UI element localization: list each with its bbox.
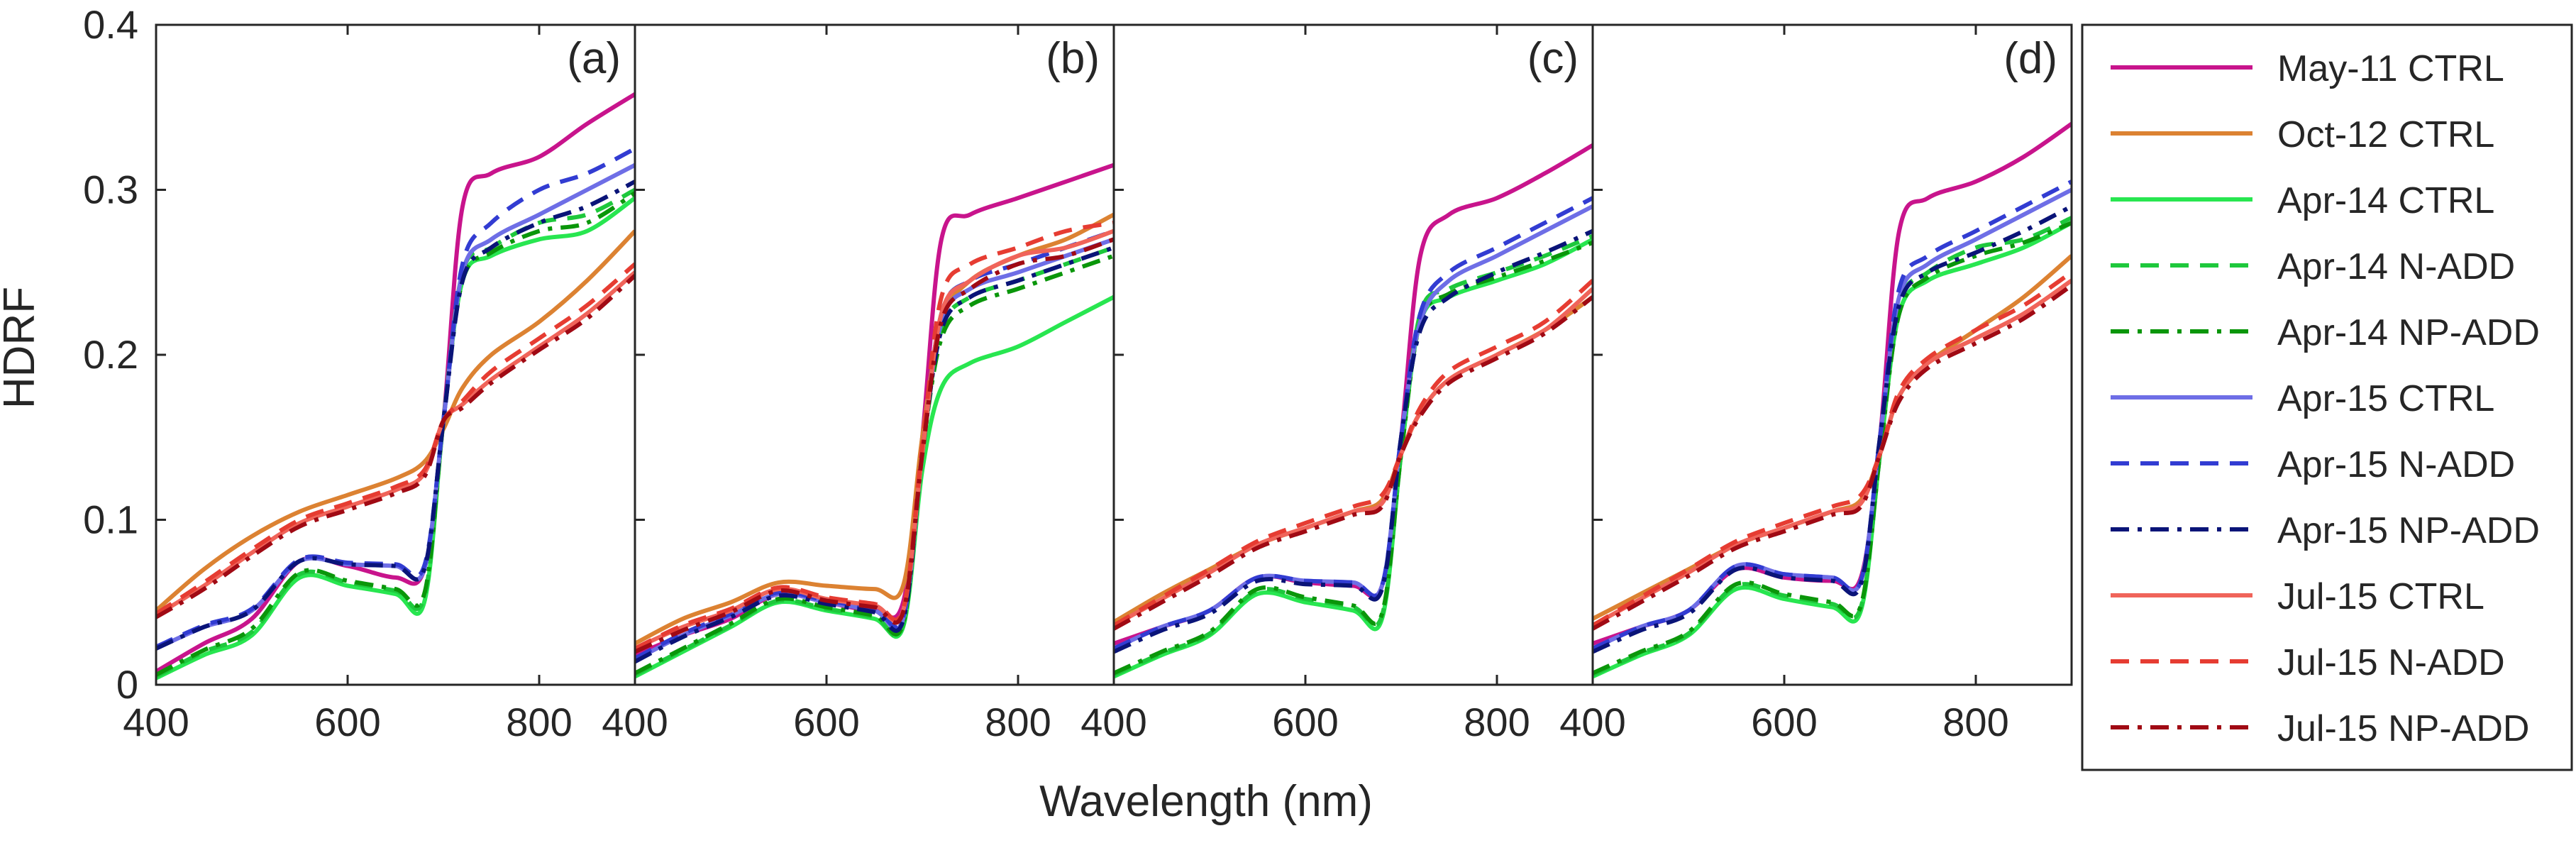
legend-item-jul-15-ctrl: Jul-15 CTRL — [2111, 576, 2484, 617]
panel-frame — [634, 23, 1115, 686]
legend-item-may-11-ctrl: May-11 CTRL — [2111, 48, 2504, 89]
series-line-apr-15-np-add — [1114, 228, 1593, 654]
series-line-apr-14-ctrl — [1114, 237, 1593, 679]
series-line-apr-15-n-add — [156, 146, 635, 649]
x-axis-title: Wavelength (nm) — [1039, 777, 1373, 826]
panel-frame — [155, 23, 636, 686]
panel-d: 400 600 800 (d) — [1559, 23, 2073, 744]
x-tick-label: 400 — [1080, 700, 1146, 744]
series-line-jul-15-n-add — [156, 262, 635, 616]
panel-c: 400 600 800 (c) — [1080, 23, 1594, 744]
x-tick-label: 600 — [314, 700, 380, 744]
series-line-apr-15-n-add — [1114, 196, 1593, 651]
panel-b: 400 600 800 (b) — [602, 23, 1115, 744]
series-line-may-11-ctrl — [1593, 122, 2072, 646]
y-tick-label: 0.1 — [83, 497, 138, 542]
legend-label: Apr-14 NP-ADD — [2277, 312, 2540, 353]
series-line-apr-15-np-add — [156, 180, 635, 651]
series-group — [156, 92, 635, 681]
legend-item-apr-14-n-add: Apr-14 N-ADD — [2111, 246, 2515, 287]
x-tick-label: 600 — [1272, 700, 1338, 744]
x-tick-label: 800 — [1464, 700, 1530, 744]
series-line-jul-15-np-add — [156, 274, 635, 619]
series-line-jul-15-ctrl — [1593, 278, 2072, 627]
x-tick-label: 600 — [793, 700, 859, 744]
legend-item-apr-14-ctrl: Apr-14 CTRL — [2111, 180, 2494, 221]
series-line-apr-14-ctrl — [156, 196, 635, 681]
y-tick-label: 0.3 — [83, 167, 138, 212]
x-tick-label: 600 — [1751, 700, 1817, 744]
legend-item-apr-15-np-add: Apr-15 NP-ADD — [2111, 510, 2540, 551]
legend-label: Jul-15 CTRL — [2277, 576, 2484, 617]
legend-item-apr-15-ctrl: Apr-15 CTRL — [2111, 378, 2494, 419]
y-axis-title: HDRF — [0, 287, 44, 409]
legend-label: May-11 CTRL — [2277, 48, 2504, 89]
series-line-may-11-ctrl — [1114, 143, 1593, 646]
panel-label: (b) — [1046, 34, 1100, 83]
legend: May-11 CTRL Oct-12 CTRL Apr-14 CTRL Apr-14 … — [2081, 23, 2573, 771]
y-tick-label: 0.4 — [83, 2, 138, 47]
series-line-jul-15-n-add — [635, 221, 1114, 651]
series-line-jul-15-np-add — [1114, 295, 1593, 631]
series-line-apr-15-np-add — [635, 246, 1114, 664]
x-tick-label: 400 — [123, 700, 189, 744]
series-line-jul-15-np-add — [1593, 283, 2072, 631]
legend-item-jul-15-n-add: Jul-15 N-ADD — [2111, 642, 2505, 683]
y-tick-label: 0.2 — [83, 332, 138, 377]
legend-item-jul-15-np-add: Jul-15 NP-ADD — [2111, 708, 2529, 749]
legend-label: Jul-15 NP-ADD — [2277, 708, 2529, 749]
panels-layer: 400 600 800 (a) 400 600 800 (b) 400 600 800 (c) 400 6… — [123, 23, 2073, 744]
series-line-jul-15-n-add — [1114, 279, 1593, 627]
series-line-oct-12-ctrl — [635, 212, 1114, 646]
series-group — [1114, 143, 1593, 679]
x-tick-label: 400 — [602, 700, 668, 744]
legend-label: Apr-15 CTRL — [2277, 378, 2494, 419]
series-line-oct-12-ctrl — [156, 229, 635, 612]
series-line-apr-15-n-add — [1593, 180, 2072, 651]
y-axis: HDRF 0 0.1 0.2 0.3 0.4 — [0, 2, 138, 707]
series-line-apr-14-np-add — [156, 191, 635, 677]
series-line-apr-14-ctrl — [1593, 221, 2072, 679]
series-group — [1593, 122, 2072, 679]
x-tick-label: 400 — [1559, 700, 1625, 744]
panel-label: (a) — [567, 34, 621, 83]
legend-label: Oct-12 CTRL — [2277, 114, 2494, 155]
series-line-apr-15-np-add — [1593, 204, 2072, 654]
series-line-jul-15-ctrl — [635, 228, 1114, 651]
legend-item-apr-15-n-add: Apr-15 N-ADD — [2111, 444, 2515, 485]
panel-a: 400 600 800 (a) — [123, 23, 636, 744]
panel-label: (c) — [1527, 34, 1579, 83]
series-line-jul-15-n-add — [1593, 270, 2072, 627]
series-line-apr-15-n-add — [635, 228, 1114, 661]
legend-label: Apr-14 CTRL — [2277, 180, 2494, 221]
x-axis: Wavelength (nm) — [1039, 777, 1373, 826]
series-line-apr-14-np-add — [1114, 241, 1593, 676]
x-tick-label: 800 — [1942, 700, 2008, 744]
x-tick-label: 800 — [985, 700, 1051, 744]
y-tick-label: 0 — [116, 662, 138, 707]
series-group — [635, 162, 1114, 679]
legend-item-apr-14-np-add: Apr-14 NP-ADD — [2111, 312, 2540, 353]
legend-label: Apr-14 N-ADD — [2277, 246, 2515, 287]
series-line-jul-15-ctrl — [1114, 287, 1593, 627]
legend-label: Apr-15 N-ADD — [2277, 444, 2515, 485]
series-line-apr-14-n-add — [156, 187, 635, 679]
series-line-jul-15-np-add — [635, 237, 1114, 654]
series-line-oct-12-ctrl — [1593, 254, 2072, 621]
panel-label: (d) — [2003, 34, 2057, 83]
series-line-apr-14-n-add — [1593, 216, 2072, 677]
legend-label: Apr-15 NP-ADD — [2277, 510, 2540, 551]
series-line-apr-15-ctrl — [635, 237, 1114, 662]
x-tick-label: 800 — [506, 700, 572, 744]
legend-item-oct-12-ctrl: Oct-12 CTRL — [2111, 114, 2494, 155]
legend-label: Jul-15 N-ADD — [2277, 642, 2505, 683]
